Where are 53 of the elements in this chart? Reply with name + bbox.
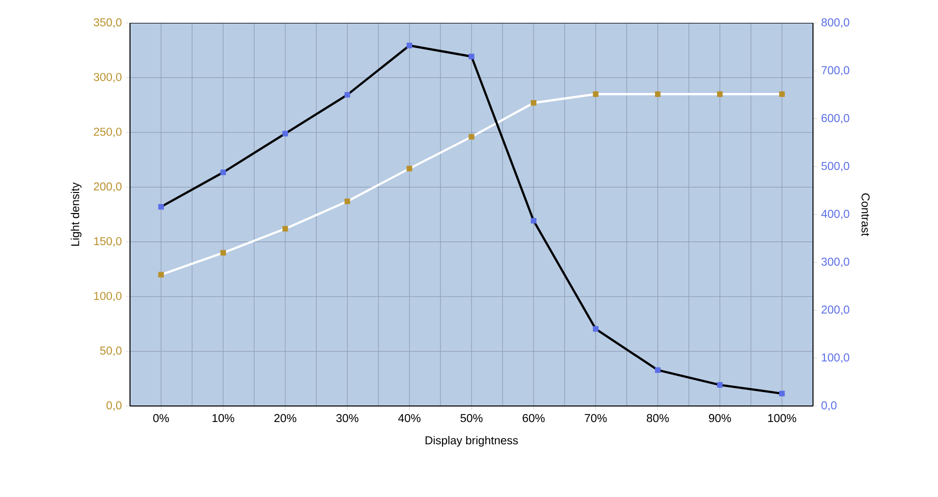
point <box>717 382 723 388</box>
y-tick-label: 0,0 <box>106 401 122 411</box>
y2-tick-label: 600,0 <box>822 114 850 124</box>
y-tick-label: 100,0 <box>94 292 122 302</box>
x-tick-label: 70% <box>584 414 607 422</box>
y-tick-label: 350,0 <box>94 18 122 28</box>
x-axis-title: Display brightness <box>426 436 518 447</box>
point <box>654 91 661 97</box>
y-tick-label: 300,0 <box>94 72 122 82</box>
point <box>779 91 785 97</box>
x-tick-label: 30% <box>336 414 358 422</box>
y-tick-label: 200,0 <box>94 182 122 192</box>
y-tick-label: 150,0 <box>94 237 122 247</box>
point <box>779 390 785 396</box>
x-tick-label: 90% <box>708 414 731 422</box>
point <box>592 326 598 332</box>
y2-tick-label: 400,0 <box>821 210 850 220</box>
x-tick-label: 50% <box>460 414 483 422</box>
y2-tick-label: 0,0 <box>821 401 837 411</box>
y2-tick-label: 100,0 <box>822 353 850 363</box>
point <box>468 134 474 140</box>
point <box>282 130 288 136</box>
point <box>158 204 164 210</box>
y-tick-label: 50,0 <box>100 346 122 356</box>
point <box>592 91 598 97</box>
x-tick-label: 100% <box>768 414 796 422</box>
point <box>654 367 661 373</box>
y2-tick-label: 500,0 <box>821 162 850 172</box>
x-tick-label: 20% <box>274 414 296 422</box>
point <box>344 198 350 204</box>
y2-tick-label: 700,0 <box>822 66 850 76</box>
point <box>158 272 164 278</box>
y2-tick-label: 200,0 <box>822 306 850 315</box>
point <box>344 92 350 98</box>
point <box>468 54 474 60</box>
y2-axis-title: Contrast <box>862 193 870 236</box>
point <box>220 250 226 256</box>
point <box>406 42 412 48</box>
x-tick-label: 40% <box>398 414 420 422</box>
y2-tick-label: 300,0 <box>821 258 850 268</box>
point <box>220 170 226 176</box>
x-tick-label: 0% <box>153 414 169 422</box>
point <box>530 218 536 224</box>
point <box>530 100 536 106</box>
y-axis-title: Light density <box>70 182 82 246</box>
y-tick-label: 250,0 <box>94 128 122 138</box>
x-tick-label: 80% <box>646 414 669 422</box>
x-tick-label: 60% <box>522 414 545 422</box>
point <box>717 91 723 97</box>
point <box>406 166 412 172</box>
y2-tick-label: 800,0 <box>822 18 850 28</box>
point <box>282 226 288 232</box>
x-tick-label: 10% <box>212 414 234 422</box>
